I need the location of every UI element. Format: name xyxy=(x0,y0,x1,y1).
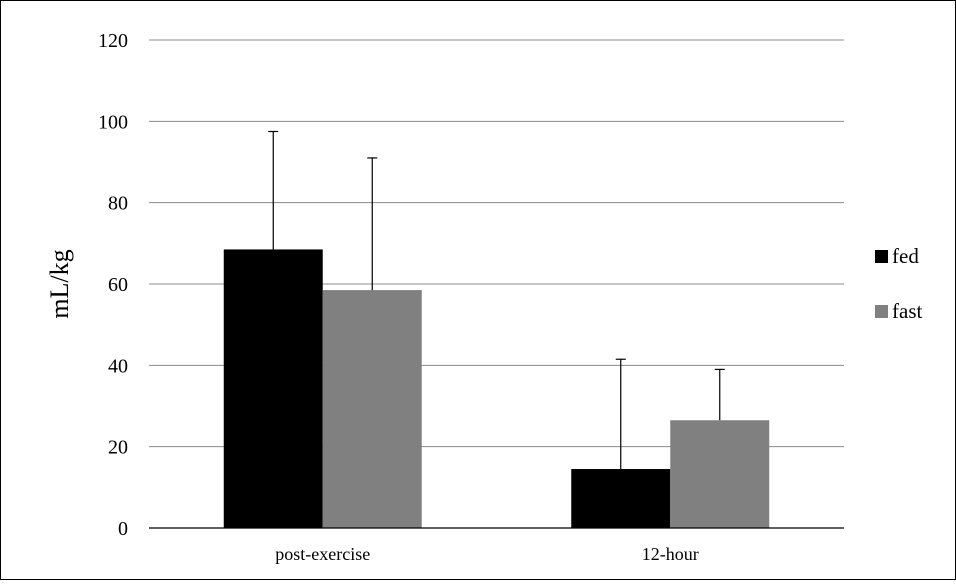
x-category-label: post-exercise xyxy=(275,544,370,564)
bar-fed-1 xyxy=(571,469,671,528)
legend: fed fast xyxy=(875,244,922,323)
legend-label-fast: fast xyxy=(892,299,922,323)
y-axis-label: mL/kg xyxy=(45,249,74,318)
bar-fast-0 xyxy=(322,290,422,528)
legend-swatch-fed xyxy=(875,250,888,263)
bar-fed-0 xyxy=(223,249,323,528)
legend-swatch-fast xyxy=(875,305,888,318)
y-tick-label: 80 xyxy=(108,193,128,215)
y-tick-labels: 0 20 40 60 80 100 120 xyxy=(98,30,128,540)
bar-fast-1 xyxy=(670,420,770,528)
y-tick-label: 120 xyxy=(98,30,128,52)
x-category-labels: post-exercise 12-hour xyxy=(275,544,698,564)
y-tick-label: 60 xyxy=(108,274,128,296)
error-bars xyxy=(268,130,725,470)
x-category-label: 12-hour xyxy=(642,544,699,564)
legend-label-fed: fed xyxy=(892,244,919,268)
y-tick-label: 100 xyxy=(98,111,128,133)
y-tick-label: 0 xyxy=(118,518,128,540)
bars xyxy=(223,249,770,528)
y-tick-label: 40 xyxy=(108,355,128,377)
y-tick-label: 20 xyxy=(108,437,128,459)
